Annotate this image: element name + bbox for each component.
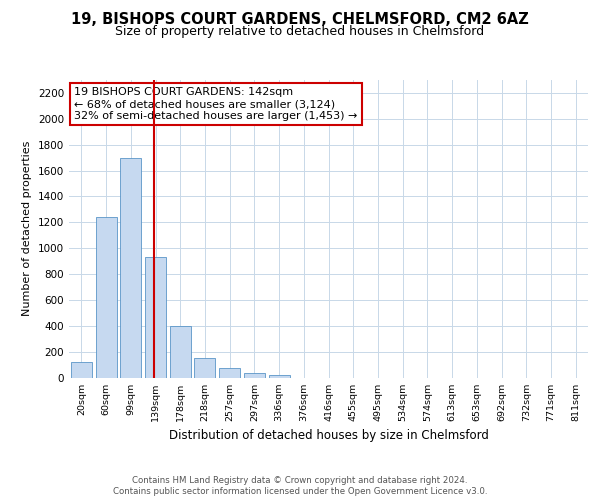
Text: Contains public sector information licensed under the Open Government Licence v3: Contains public sector information licen… [113,487,487,496]
Bar [170,326,191,378]
Text: Size of property relative to detached houses in Chelmsford: Size of property relative to detached ho… [115,25,485,38]
Text: 19 BISHOPS COURT GARDENS: 142sqm
← 68% of detached houses are smaller (3,124)
32: 19 BISHOPS COURT GARDENS: 142sqm ← 68% o… [74,88,358,120]
Y-axis label: Number of detached properties: Number of detached properties [22,141,32,316]
X-axis label: Distribution of detached houses by size in Chelmsford: Distribution of detached houses by size … [169,429,488,442]
Bar [145,257,166,378]
Bar [71,362,92,378]
Bar [219,368,240,378]
Bar [194,358,215,378]
Bar [269,375,290,378]
Bar [95,217,116,378]
Bar [120,158,141,378]
Text: 19, BISHOPS COURT GARDENS, CHELMSFORD, CM2 6AZ: 19, BISHOPS COURT GARDENS, CHELMSFORD, C… [71,12,529,28]
Text: Contains HM Land Registry data © Crown copyright and database right 2024.: Contains HM Land Registry data © Crown c… [132,476,468,485]
Bar [244,373,265,378]
